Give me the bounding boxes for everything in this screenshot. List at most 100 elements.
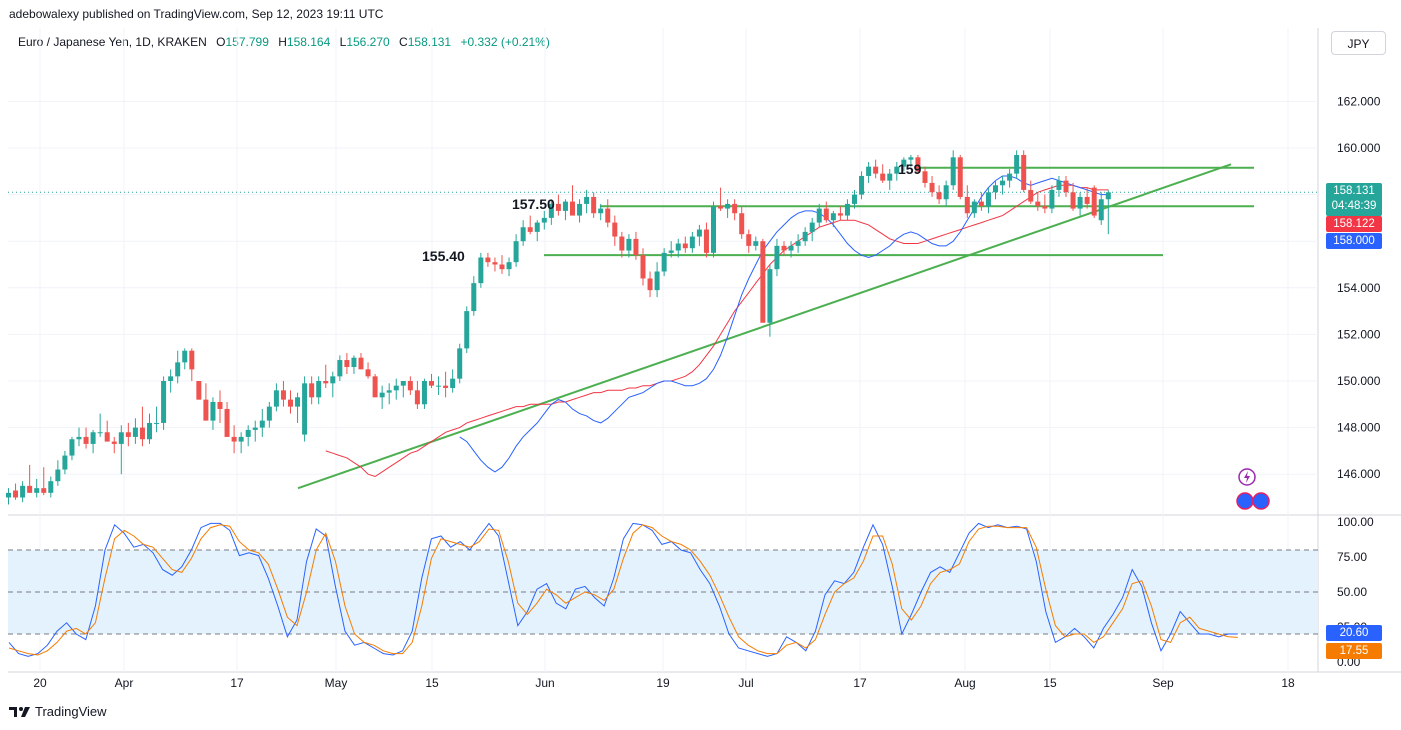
candle-body xyxy=(1063,180,1069,193)
candle-body xyxy=(379,392,385,398)
candle-body xyxy=(55,469,61,482)
candle-body xyxy=(20,485,26,498)
candle-body xyxy=(689,236,695,249)
candle-body xyxy=(640,255,646,279)
candle-body xyxy=(774,245,780,270)
candle-body xyxy=(344,360,350,368)
candle-body xyxy=(48,481,54,493)
candle-body xyxy=(668,250,674,253)
time-tick-label: 18 xyxy=(1281,676,1295,690)
candle-body xyxy=(675,243,681,251)
time-tick-label: Apr xyxy=(115,676,134,690)
candle-body xyxy=(111,441,117,444)
candle-body xyxy=(400,381,406,386)
candle-body xyxy=(224,408,230,437)
candle-body xyxy=(619,236,625,251)
candle-body xyxy=(901,159,907,167)
candle-body xyxy=(217,401,223,409)
candle-body xyxy=(295,397,301,407)
ma-red-line xyxy=(325,184,1109,478)
time-tick-label: Aug xyxy=(954,676,975,690)
candle-body xyxy=(154,422,160,424)
close-label: C xyxy=(399,35,408,49)
level-annotation: 157.50 xyxy=(512,196,555,212)
candle-body xyxy=(654,271,660,291)
candle-body xyxy=(365,369,371,377)
candle-body xyxy=(1056,180,1062,190)
stoch-k-line xyxy=(8,522,1238,657)
candle-body xyxy=(830,213,836,221)
candle-body xyxy=(168,376,174,381)
candle-body xyxy=(880,173,886,181)
candle-body xyxy=(132,427,138,437)
candle-body xyxy=(993,185,998,193)
candle-body xyxy=(570,201,575,216)
candle-body xyxy=(711,206,716,253)
candle-body xyxy=(682,243,688,249)
candle-body xyxy=(316,381,322,398)
candle-body xyxy=(309,383,315,398)
candle-body xyxy=(823,208,829,221)
candle-body xyxy=(464,311,470,349)
candle-body xyxy=(633,238,639,256)
candle-body xyxy=(612,222,618,237)
candle-body xyxy=(1007,173,1013,181)
time-tick-label: 20 xyxy=(33,676,47,690)
candle-body xyxy=(1021,154,1027,190)
candle-body xyxy=(1091,187,1097,216)
candle-body xyxy=(323,381,329,384)
stoch-tick-label: 100.00 xyxy=(1337,515,1374,529)
high-value: 158.164 xyxy=(286,35,331,49)
level-annotation: 159 xyxy=(898,161,922,177)
open-label: O xyxy=(216,35,226,49)
candle-body xyxy=(351,357,357,368)
stoch-d-tag: 17.55 xyxy=(1326,643,1382,659)
candle-body xyxy=(182,350,188,363)
ma-blue-line xyxy=(459,175,1109,473)
candle-body xyxy=(203,399,209,421)
countdown-value: 04:48:39 xyxy=(1331,200,1377,212)
candle-body xyxy=(647,278,653,291)
candle-body xyxy=(1035,201,1041,207)
candle-body xyxy=(873,166,879,174)
candle-body xyxy=(471,283,477,312)
candle-body xyxy=(506,262,512,270)
candle-body xyxy=(429,381,434,386)
candle-body xyxy=(252,427,258,430)
candle-body xyxy=(27,485,33,493)
price-tick-label: 160.000 xyxy=(1337,141,1381,155)
candle-body xyxy=(915,157,921,172)
candle-body xyxy=(34,488,40,493)
price-tick-label: 148.000 xyxy=(1337,421,1381,435)
close-value: 158.131 xyxy=(407,35,452,49)
candle-body xyxy=(386,390,392,393)
time-tick-label: 15 xyxy=(425,676,439,690)
candle-body xyxy=(520,227,526,242)
candle-body xyxy=(259,420,265,428)
candle-body xyxy=(280,390,286,400)
candle-body xyxy=(273,390,279,407)
candle-body xyxy=(41,488,47,493)
candle-body xyxy=(725,203,731,209)
candle-body xyxy=(978,201,984,207)
candle-body xyxy=(330,376,336,384)
time-tick-label: 17 xyxy=(230,676,244,690)
currency-button[interactable]: JPY xyxy=(1331,31,1386,55)
candle-body xyxy=(753,241,759,246)
candle-body xyxy=(189,350,195,370)
candle-body xyxy=(964,196,970,214)
tradingview-logo[interactable]: TradingView xyxy=(9,704,107,719)
time-tick-label: Jul xyxy=(738,676,753,690)
economic-event-icon xyxy=(1236,492,1254,510)
low-value: 156.270 xyxy=(346,35,390,49)
price-tick-label: 150.000 xyxy=(1337,374,1381,388)
candle-body xyxy=(866,166,872,176)
candle-body xyxy=(6,492,11,498)
candle-body xyxy=(231,436,237,442)
candle-body xyxy=(577,203,583,216)
time-tick-label: 17 xyxy=(853,676,867,690)
candle-body xyxy=(732,203,738,214)
candle-body xyxy=(414,390,420,405)
candle-body xyxy=(407,381,413,391)
